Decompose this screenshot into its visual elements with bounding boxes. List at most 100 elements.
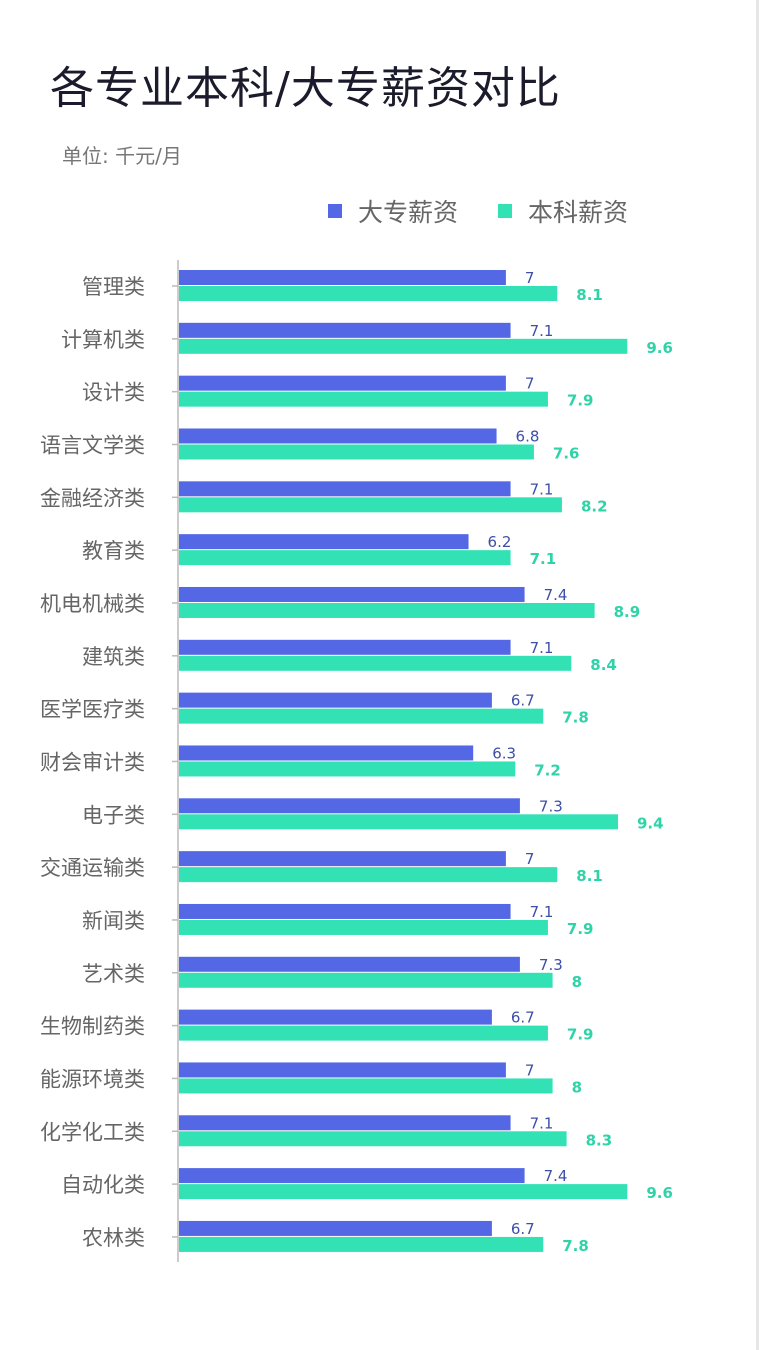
data-label-dazhuan: 7 [525, 375, 535, 393]
category-label: 财会审计类 [40, 750, 145, 774]
legend-item-dazhuan[interactable]: 大专薪资 [328, 193, 458, 229]
data-label-dazhuan: 6.7 [511, 692, 535, 710]
bar-benke [179, 338, 628, 354]
bar-benke [179, 444, 534, 460]
data-label-dazhuan: 7.1 [530, 322, 554, 340]
bar-dazhuan [179, 534, 469, 550]
bar-dazhuan [179, 375, 506, 391]
data-label-benke: 7.2 [534, 761, 561, 779]
category-label: 农林类 [82, 1226, 145, 1250]
bar-dazhuan [179, 270, 506, 285]
bar-dazhuan [179, 851, 506, 867]
data-label-dazhuan: 6.3 [492, 744, 516, 762]
bar-dazhuan [179, 1009, 492, 1025]
bar-benke [179, 1025, 548, 1041]
category-label: 艺术类 [82, 962, 145, 986]
data-label-benke: 7.9 [567, 1026, 594, 1044]
legend-swatch [498, 204, 512, 218]
data-label-dazhuan: 7.3 [539, 797, 563, 815]
category-label: 能源环境类 [40, 1067, 145, 1091]
bar-dazhuan [179, 428, 497, 444]
category-label: 教育类 [82, 539, 145, 563]
legend-item-benke[interactable]: 本科薪资 [498, 193, 628, 229]
data-label-benke: 9.6 [646, 339, 673, 357]
bar-dazhuan [179, 1062, 506, 1078]
legend-label: 本科薪资 [528, 198, 629, 227]
category-label: 金融经济类 [40, 486, 145, 510]
category-label: 医学医疗类 [40, 698, 145, 722]
data-label-benke: 7.9 [567, 392, 594, 410]
data-label-benke: 8.1 [576, 286, 603, 304]
bar-dazhuan [179, 956, 520, 972]
data-label-dazhuan: 7.4 [544, 1167, 568, 1185]
bar-benke [179, 919, 548, 935]
chart-subtitle: 单位: 千元/月 [62, 144, 182, 168]
data-label-benke: 8 [572, 1078, 582, 1096]
data-label-benke: 8 [572, 973, 582, 991]
scrollbar-edge [756, 0, 759, 1350]
data-label-dazhuan: 6.7 [511, 1220, 535, 1238]
bar-dazhuan [179, 639, 511, 655]
bar-benke [179, 867, 558, 883]
bar-dazhuan [179, 1115, 511, 1131]
category-label: 新闻类 [82, 909, 145, 933]
bar-dazhuan [179, 322, 511, 338]
data-label-benke: 9.4 [637, 814, 664, 832]
category-label: 自动化类 [61, 1173, 145, 1197]
data-label-dazhuan: 7.4 [544, 586, 568, 604]
data-label-dazhuan: 7.1 [530, 1114, 554, 1132]
bar-benke [179, 391, 548, 407]
data-label-dazhuan: 7.3 [539, 956, 563, 974]
bar-dazhuan [179, 692, 492, 708]
bar-dazhuan [179, 745, 474, 761]
bar-dazhuan [179, 1220, 492, 1236]
data-label-benke: 8.3 [586, 1131, 613, 1149]
data-label-benke: 7.9 [567, 920, 594, 938]
category-label: 机电机械类 [40, 592, 145, 616]
data-label-dazhuan: 7.1 [530, 639, 554, 657]
category-label: 设计类 [82, 381, 145, 405]
data-label-benke: 7.8 [562, 709, 589, 727]
chart-title: 各专业本科/大专薪资对比 [50, 63, 561, 114]
data-label-benke: 8.9 [614, 603, 641, 621]
bar-benke [179, 286, 558, 301]
legend-swatch [328, 204, 342, 218]
category-label: 电子类 [82, 803, 145, 827]
bar-benke [179, 761, 516, 777]
bar-benke [179, 1131, 567, 1147]
data-label-benke: 7.1 [530, 550, 557, 568]
bar-benke [179, 497, 562, 513]
category-label: 化学化工类 [40, 1120, 145, 1144]
category-label: 交通运输类 [40, 856, 145, 880]
bar-dazhuan [179, 903, 511, 919]
data-label-benke: 8.4 [590, 656, 617, 674]
data-label-benke: 7.8 [562, 1237, 589, 1255]
category-label: 计算机类 [61, 328, 145, 352]
category-label: 语言文学类 [40, 433, 145, 457]
data-label-benke: 8.1 [576, 867, 603, 885]
bar-dazhuan [179, 481, 511, 497]
bar-benke [179, 550, 511, 566]
data-label-benke: 9.6 [646, 1184, 673, 1202]
bar-dazhuan [179, 586, 525, 602]
legend-label: 大专薪资 [358, 198, 459, 227]
bar-benke [179, 1184, 628, 1200]
data-label-dazhuan: 7 [525, 1061, 535, 1079]
bar-benke [179, 602, 595, 618]
bar-benke [179, 972, 553, 988]
bar-benke [179, 708, 544, 724]
data-label-dazhuan: 7 [525, 269, 535, 287]
bar-benke [179, 655, 572, 671]
bar-benke [179, 1236, 544, 1252]
data-label-dazhuan: 7.1 [530, 480, 554, 498]
data-label-dazhuan: 7.1 [530, 903, 554, 921]
data-label-benke: 8.2 [581, 497, 608, 515]
data-label-dazhuan: 6.2 [488, 533, 512, 551]
bar-dazhuan [179, 798, 520, 814]
data-label-dazhuan: 6.8 [516, 427, 540, 445]
bar-dazhuan [179, 1168, 525, 1184]
data-label-benke: 7.6 [553, 444, 580, 462]
category-label: 生物制药类 [40, 1015, 145, 1039]
bar-benke [179, 814, 618, 830]
